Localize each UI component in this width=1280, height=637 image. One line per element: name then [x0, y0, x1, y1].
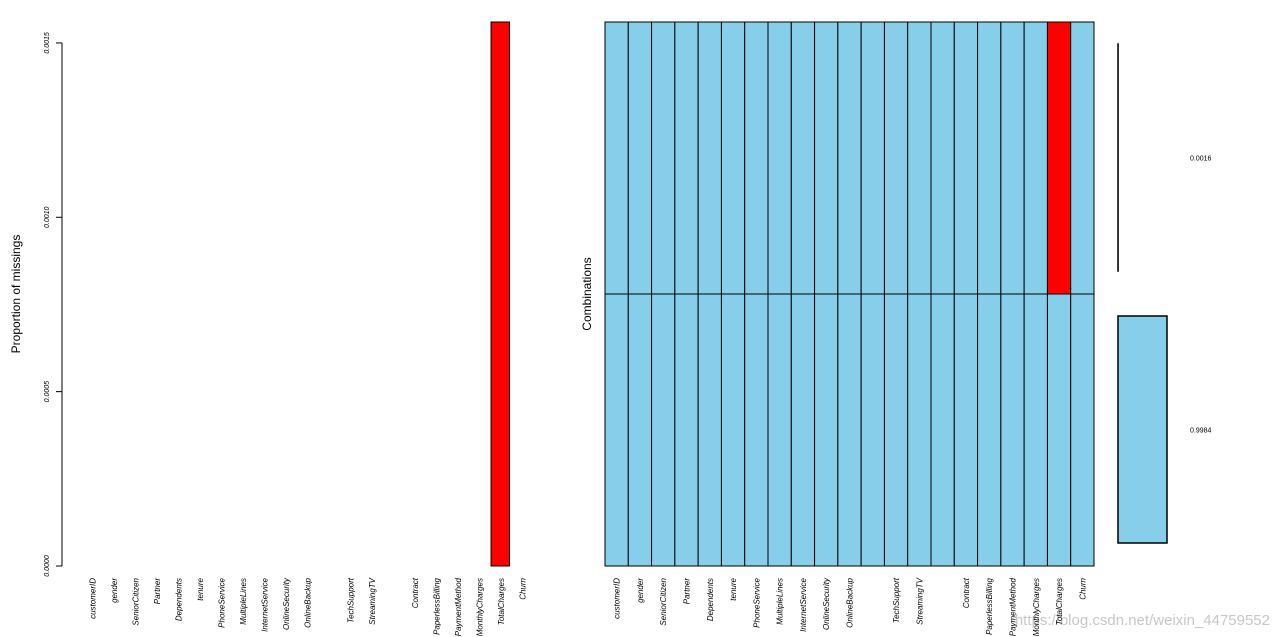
proportion-label: 0.0016	[1190, 156, 1212, 163]
x-tick-label: gender	[110, 578, 119, 603]
x-tick-label: OnlineBackup	[846, 577, 855, 627]
x-tick-label: Partner	[683, 578, 692, 605]
cell	[651, 293, 676, 567]
cell	[627, 293, 653, 567]
cell	[790, 293, 816, 567]
y-tick-label: 0.0000	[44, 555, 51, 577]
x-tick-label: Churn	[1078, 577, 1087, 599]
cell	[977, 21, 1002, 295]
cell	[883, 21, 909, 295]
x-tick-label: MonthlyCharges	[1032, 578, 1041, 636]
cell	[860, 21, 885, 295]
x-tick-label: gender	[636, 578, 645, 603]
x-tick-label: InternetService	[261, 577, 270, 631]
x-tick-label: OnlineSecurity	[822, 577, 831, 630]
x-tick-label: tenure	[729, 577, 738, 600]
x-tick-label: StreamingTV	[915, 577, 924, 624]
cell	[790, 21, 816, 295]
x-tick-label: TotalCharges	[497, 578, 506, 625]
cell	[837, 293, 862, 567]
cell	[930, 293, 955, 567]
cell	[720, 21, 746, 295]
proportion-label: 0.9984	[1190, 428, 1212, 435]
cell	[1070, 293, 1095, 567]
x-tick-label: PaperlessBilling	[985, 577, 994, 634]
cell	[697, 293, 722, 567]
cell	[1023, 21, 1048, 295]
cell	[651, 21, 676, 295]
cell	[953, 21, 979, 295]
cell	[883, 293, 909, 567]
cell	[627, 21, 653, 295]
x-tick-label: Dependents	[706, 578, 715, 621]
x-tick-label: Churn	[518, 577, 527, 599]
x-tick-label: MultipleLines	[239, 578, 248, 625]
x-tick-label: TotalCharges	[1055, 578, 1064, 625]
cell	[604, 293, 629, 567]
cell	[744, 293, 769, 567]
cell	[837, 21, 862, 295]
x-tick-label: PhoneService	[218, 577, 227, 627]
y-axis-label: Proportion of missings	[9, 235, 23, 354]
y-tick-label: 0.0010	[44, 206, 51, 228]
cell	[720, 293, 746, 567]
x-tick-label: SeniorCitizen	[132, 577, 141, 625]
x-tick-label: Partner	[153, 578, 162, 605]
cell	[767, 21, 792, 295]
x-tick-label: PaymentMethod	[1009, 577, 1018, 636]
bar	[490, 21, 511, 567]
x-tick-label: TechSupport	[892, 577, 901, 623]
x-tick-label: StreamingTV	[368, 577, 377, 624]
cell	[767, 293, 792, 567]
cell	[953, 293, 979, 567]
x-tick-label: MonthlyCharges	[475, 578, 484, 636]
x-tick-label: tenure	[196, 577, 205, 600]
x-tick-label: PaymentMethod	[454, 577, 463, 636]
x-tick-label: MultipleLines	[776, 578, 785, 625]
cell	[860, 293, 885, 567]
cell	[697, 21, 722, 295]
x-tick-label: Contract	[962, 577, 971, 608]
x-tick-label: PhoneService	[752, 577, 761, 627]
proportion-bar	[1117, 315, 1168, 544]
x-tick-label: customerID	[613, 578, 622, 619]
watermark: https://blog.csdn.net/weixin_44759552	[1015, 612, 1270, 629]
cell	[674, 293, 699, 567]
cell	[907, 293, 932, 567]
x-tick-label: OnlineBackup	[304, 577, 313, 627]
x-tick-label: TechSupport	[346, 577, 355, 623]
x-tick-label: OnlineSecurity	[282, 577, 291, 630]
cell	[1000, 293, 1025, 567]
cell	[814, 21, 839, 295]
cell	[1070, 21, 1095, 295]
cell	[604, 21, 629, 295]
cell	[1046, 21, 1072, 295]
cell	[674, 21, 699, 295]
cell	[907, 21, 932, 295]
cell	[814, 293, 839, 567]
cell	[977, 293, 1002, 567]
cell	[930, 21, 955, 295]
x-tick-label: PaperlessBilling	[432, 577, 441, 634]
cell	[744, 21, 769, 295]
y-axis-label: Combinations	[580, 257, 594, 330]
x-tick-label: customerID	[89, 578, 98, 619]
x-tick-label: SeniorCitizen	[659, 577, 668, 625]
x-tick-label: Contract	[411, 577, 420, 608]
y-tick-label: 0.0005	[44, 381, 51, 403]
cell	[1046, 293, 1072, 567]
x-tick-label: Dependents	[175, 578, 184, 621]
cell	[1000, 21, 1025, 295]
y-tick-label: 0.0015	[44, 32, 51, 54]
x-tick-label: InternetService	[799, 577, 808, 631]
cell	[1023, 293, 1048, 567]
